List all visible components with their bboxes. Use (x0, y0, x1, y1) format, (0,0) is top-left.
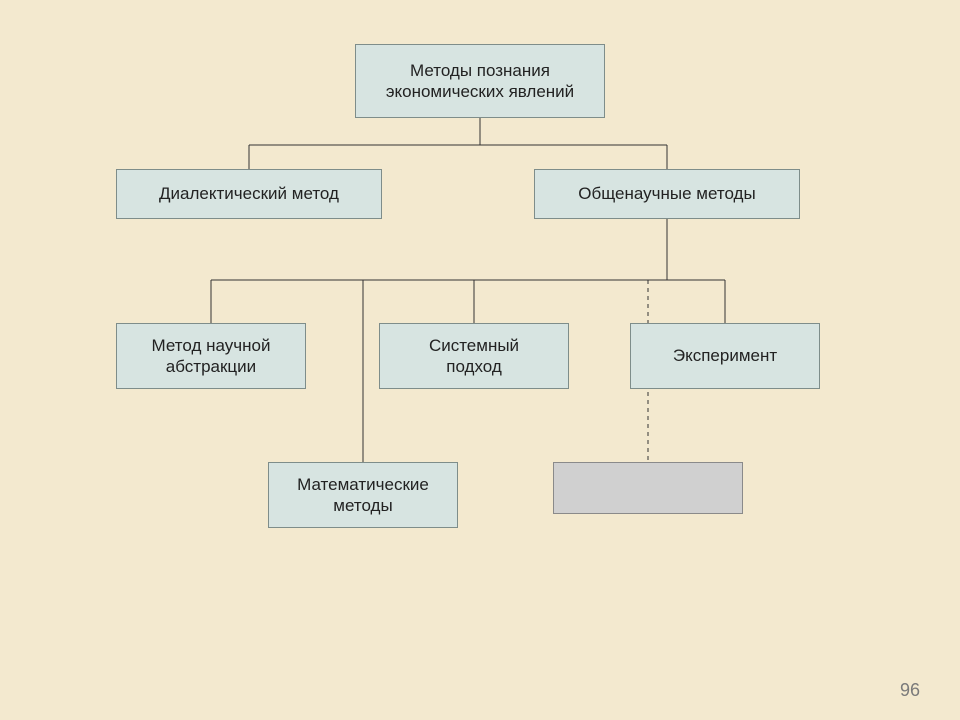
node-l3a: Математическиеметоды (268, 462, 458, 528)
page-number: 96 (900, 680, 920, 701)
node-l1a: Диалектический метод (116, 169, 382, 219)
node-l2c: Эксперимент (630, 323, 820, 389)
node-l3b (553, 462, 743, 514)
node-root: Методы познанияэкономических явлений (355, 44, 605, 118)
node-l2a: Метод научнойабстракции (116, 323, 306, 389)
node-l1b: Общенаучные методы (534, 169, 800, 219)
node-l2b: Системныйподход (379, 323, 569, 389)
